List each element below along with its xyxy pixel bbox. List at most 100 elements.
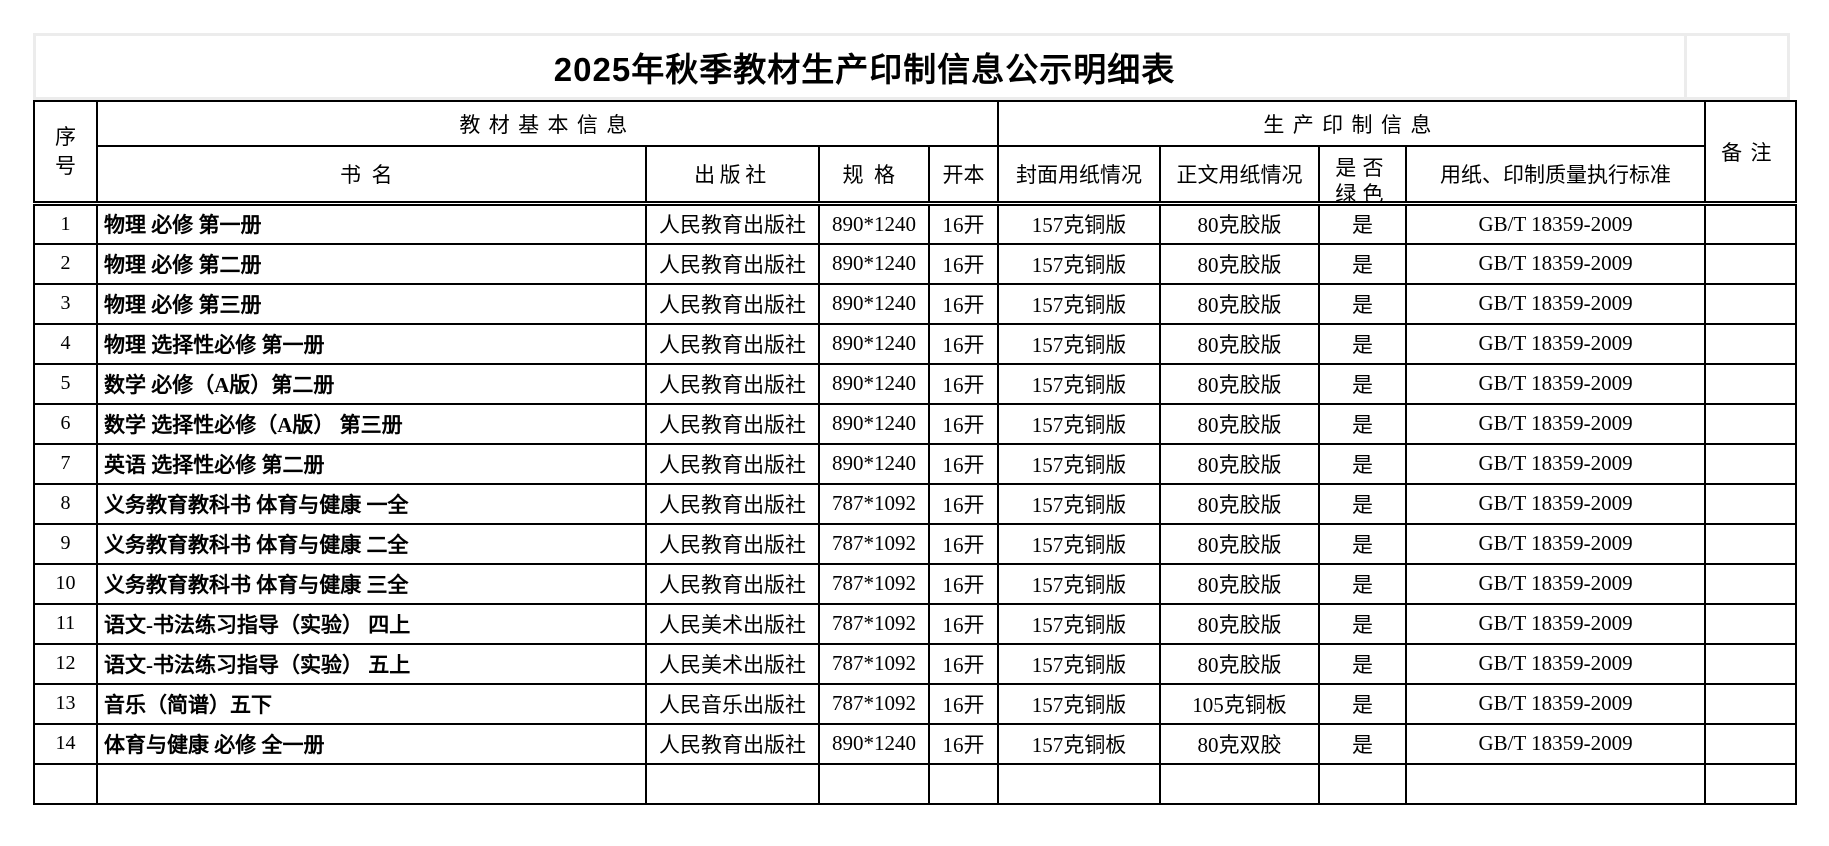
cell-publisher: 人民教育出版社 — [645, 522, 820, 565]
table-row: 13 音乐（简谱）五下 人民音乐出版社 787*1092 16开 157克铜版 … — [33, 682, 1798, 725]
header-remark: 备注 — [1704, 100, 1798, 205]
cell-body-paper: 105克铜板 — [1159, 682, 1321, 725]
table-row: 1 物理 必修 第一册 人民教育出版社 890*1240 16开 157克铜版 … — [33, 201, 1798, 245]
cell-book-name: 语文-书法练习指导（实验） 四上 — [96, 602, 647, 645]
cell-format: 16开 — [927, 522, 1000, 565]
cell-serial: 9 — [33, 522, 98, 565]
table-row: 9 义务教育教科书 体育与健康 二全 人民教育出版社 787*1092 16开 … — [33, 522, 1798, 565]
cell-green: 是 — [1318, 201, 1408, 245]
cell-standard: GB/T 18359-2009 — [1405, 722, 1707, 765]
table-row: 4 物理 选择性必修 第一册 人民教育出版社 890*1240 16开 157克… — [33, 322, 1798, 365]
table-row: 8 义务教育教科书 体育与健康 一全 人民教育出版社 787*1092 16开 … — [33, 482, 1798, 525]
cell-green: 是 — [1318, 282, 1408, 325]
cell-spec: 787*1092 — [818, 642, 930, 685]
table-row: 5 数学 必修（A版）第二册 人民教育出版社 890*1240 16开 157克… — [33, 362, 1798, 405]
table-row: 2 物理 必修 第二册 人民教育出版社 890*1240 16开 157克铜版 … — [33, 242, 1798, 285]
cell-book-name: 语文-书法练习指导（实验） 五上 — [96, 642, 647, 685]
cell-cover-paper — [997, 762, 1162, 805]
cell-cover-paper: 157克铜版 — [997, 322, 1162, 365]
cell-standard: GB/T 18359-2009 — [1405, 402, 1707, 445]
cell-serial: 6 — [33, 402, 98, 445]
cell-body-paper: 80克双胶 — [1159, 722, 1321, 765]
cell-standard: GB/T 18359-2009 — [1405, 442, 1707, 485]
cell-spec: 787*1092 — [818, 602, 930, 645]
cell-publisher: 人民教育出版社 — [645, 722, 820, 765]
cell-serial: 12 — [33, 642, 98, 685]
cell-publisher: 人民教育出版社 — [645, 282, 820, 325]
cell-green: 是 — [1318, 242, 1408, 285]
table-header: 序号 教材基本信息 生产印制信息 备注 书名 出版社 规格 开本 封面用纸情况 … — [33, 100, 1798, 205]
header-serial: 序号 — [33, 100, 98, 205]
cell-standard: GB/T 18359-2009 — [1405, 201, 1707, 245]
cell-remark — [1704, 442, 1798, 485]
cell-green — [1318, 762, 1408, 805]
cell-publisher: 人民美术出版社 — [645, 602, 820, 645]
cell-remark — [1704, 362, 1798, 405]
table-row: 6 数学 选择性必修（A版） 第三册 人民教育出版社 890*1240 16开 … — [33, 402, 1798, 445]
table-row — [33, 762, 1798, 805]
cell-standard: GB/T 18359-2009 — [1405, 522, 1707, 565]
cell-standard: GB/T 18359-2009 — [1405, 242, 1707, 285]
table-row: 7 英语 选择性必修 第二册 人民教育出版社 890*1240 16开 157克… — [33, 442, 1798, 485]
cell-body-paper: 80克胶版 — [1159, 522, 1321, 565]
cell-publisher: 人民美术出版社 — [645, 642, 820, 685]
cell-book-name: 数学 必修（A版）第二册 — [96, 362, 647, 405]
cell-standard: GB/T 18359-2009 — [1405, 602, 1707, 645]
cell-remark — [1704, 482, 1798, 525]
cell-cover-paper: 157克铜版 — [997, 602, 1162, 645]
cell-serial: 13 — [33, 682, 98, 725]
cell-remark — [1704, 602, 1798, 645]
cell-standard: GB/T 18359-2009 — [1405, 282, 1707, 325]
header-group-print-info: 生产印制信息 — [997, 100, 1707, 147]
cell-cover-paper: 157克铜版 — [997, 201, 1162, 245]
cell-book-name: 物理 选择性必修 第一册 — [96, 322, 647, 365]
cell-body-paper: 80克胶版 — [1159, 562, 1321, 605]
cell-format: 16开 — [927, 242, 1000, 285]
table-row: 10 义务教育教科书 体育与健康 三全 人民教育出版社 787*1092 16开… — [33, 562, 1798, 605]
cell-publisher: 人民教育出版社 — [645, 562, 820, 605]
cell-format: 16开 — [927, 642, 1000, 685]
cell-body-paper: 80克胶版 — [1159, 482, 1321, 525]
cell-publisher: 人民音乐出版社 — [645, 682, 820, 725]
header-green: 是否绿色 — [1318, 145, 1408, 205]
cell-cover-paper: 157克铜版 — [997, 682, 1162, 725]
cell-spec: 890*1240 — [818, 201, 930, 245]
cell-body-paper: 80克胶版 — [1159, 242, 1321, 285]
cell-green: 是 — [1318, 442, 1408, 485]
cell-body-paper: 80克胶版 — [1159, 442, 1321, 485]
cell-serial: 3 — [33, 282, 98, 325]
cell-book-name: 音乐（简谱）五下 — [96, 682, 647, 725]
cell-spec: 890*1240 — [818, 362, 930, 405]
cell-format: 16开 — [927, 201, 1000, 245]
cell-green: 是 — [1318, 682, 1408, 725]
cell-publisher: 人民教育出版社 — [645, 402, 820, 445]
cell-remark — [1704, 402, 1798, 445]
cell-standard: GB/T 18359-2009 — [1405, 642, 1707, 685]
cell-body-paper: 80克胶版 — [1159, 402, 1321, 445]
cell-spec: 787*1092 — [818, 482, 930, 525]
cell-spec: 890*1240 — [818, 722, 930, 765]
cell-remark — [1704, 642, 1798, 685]
cell-book-name: 体育与健康 必修 全一册 — [96, 722, 647, 765]
cell-spec: 787*1092 — [818, 682, 930, 725]
cell-green: 是 — [1318, 522, 1408, 565]
cell-serial: 7 — [33, 442, 98, 485]
cell-publisher: 人民教育出版社 — [645, 442, 820, 485]
textbook-print-info-table: 序号 教材基本信息 生产印制信息 备注 书名 出版社 规格 开本 封面用纸情况 … — [33, 100, 1798, 805]
cell-body-paper: 80克胶版 — [1159, 282, 1321, 325]
cell-green: 是 — [1318, 322, 1408, 365]
cell-serial: 2 — [33, 242, 98, 285]
cell-serial: 10 — [33, 562, 98, 605]
cell-standard: GB/T 18359-2009 — [1405, 682, 1707, 725]
cell-format: 16开 — [927, 682, 1000, 725]
table-row: 14 体育与健康 必修 全一册 人民教育出版社 890*1240 16开 157… — [33, 722, 1798, 765]
cell-publisher: 人民教育出版社 — [645, 322, 820, 365]
cell-format: 16开 — [927, 362, 1000, 405]
table-row: 3 物理 必修 第三册 人民教育出版社 890*1240 16开 157克铜版 … — [33, 282, 1798, 325]
cell-spec: 890*1240 — [818, 282, 930, 325]
cell-spec: 890*1240 — [818, 402, 930, 445]
header-spec: 规格 — [818, 145, 930, 205]
cell-standard: GB/T 18359-2009 — [1405, 322, 1707, 365]
cell-green: 是 — [1318, 402, 1408, 445]
cell-remark — [1704, 242, 1798, 285]
